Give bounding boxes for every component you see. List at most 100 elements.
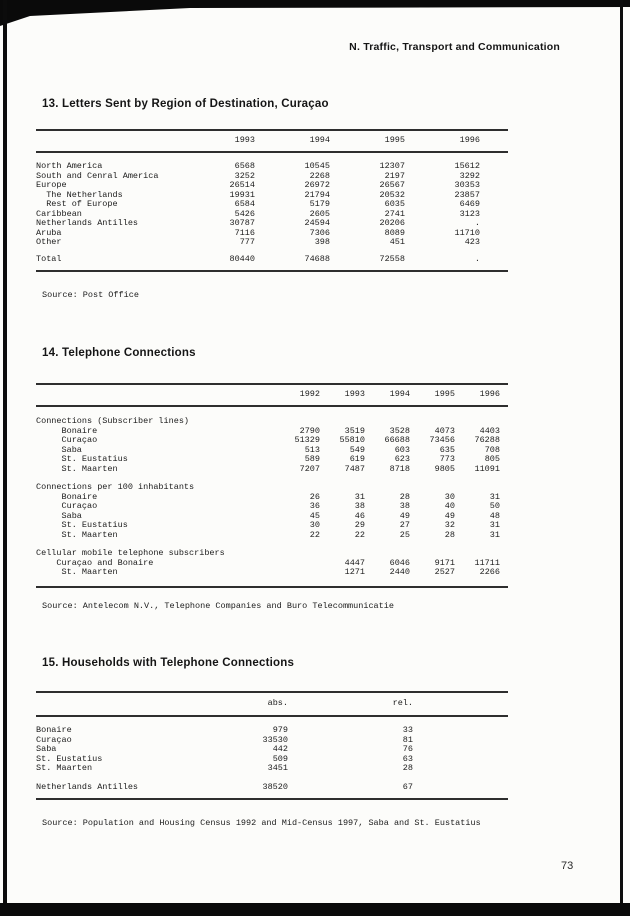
cell: 28 — [399, 491, 410, 502]
cell: 3519 — [344, 425, 365, 436]
cell: 38520 — [262, 781, 288, 792]
table-rule — [36, 715, 508, 717]
cell: 28 — [402, 763, 413, 773]
cell: 26972 — [304, 180, 330, 190]
column-header-rel: rel. — [392, 698, 413, 709]
cell: 7487 — [344, 463, 365, 474]
cell: 442 — [272, 744, 288, 754]
cell: 30353 — [454, 180, 480, 190]
row-label: Netherlands Antilles — [36, 219, 139, 228]
cell: 28 — [444, 529, 455, 540]
column-header-year: 1995 — [434, 389, 455, 400]
cell: 19931 — [229, 189, 255, 200]
table-rule — [36, 585, 508, 588]
table-row: Bonaire 979 33 — [36, 725, 508, 736]
table14-header-row: 1992 1993 1994 1995 1996 — [36, 385, 508, 405]
row-label: Curaçao — [36, 502, 98, 511]
table-rule — [36, 383, 508, 385]
row-label: St. Maarten — [36, 530, 118, 540]
cell: 31 — [489, 520, 500, 530]
column-header-year: 1994 — [389, 389, 410, 400]
cell: . — [474, 253, 480, 264]
table-rule — [36, 405, 508, 407]
column-header-year: 1996 — [479, 389, 500, 400]
column-header-year: 1994 — [309, 135, 330, 146]
cell: 603 — [394, 444, 410, 455]
cell: 11091 — [474, 463, 500, 474]
cell: 24594 — [304, 218, 330, 228]
cell: 27 — [399, 520, 410, 530]
cell: 513 — [304, 444, 320, 455]
cell: 5179 — [309, 199, 330, 209]
column-header-year: 1993 — [344, 389, 365, 400]
cell: 635 — [439, 444, 455, 455]
row-label: Saba — [36, 745, 57, 754]
cell: 1271 — [344, 567, 365, 577]
scan-edge-left — [3, 0, 7, 908]
table-row: Curaçao and Bonaire 4447 6046 9171 11711 — [36, 557, 508, 569]
table-row: Netherlands Antilles 30787 24594 20206 . — [36, 218, 508, 229]
table-row: St. Maarten 3451 28 — [36, 763, 508, 774]
cell: 81 — [402, 734, 413, 745]
table-row: St. Eustatius 509 63 — [36, 754, 508, 765]
cell: 29 — [354, 520, 365, 530]
table-row: Other 777 398 451 423 — [36, 237, 508, 248]
row-label: St. Maarten — [36, 464, 118, 474]
table13-letters-sent: 1993 1994 1995 1996 North America 6568 1… — [36, 129, 508, 272]
cell: 22 — [309, 529, 320, 540]
table14-title: 14. Telephone Connections — [42, 347, 196, 359]
cell: 6584 — [234, 199, 255, 209]
table-row: Rest of Europe 6584 5179 6035 6469 — [36, 199, 508, 210]
cell: 80440 — [229, 253, 255, 264]
row-label: Curaçao — [36, 735, 72, 745]
table14-body: Connections (Subscriber lines) Bonaire 2… — [36, 407, 508, 586]
table-rule — [36, 270, 508, 272]
cell: 33530 — [262, 734, 288, 745]
table-row: The Netherlands 19931 21794 20532 23857 — [36, 189, 508, 201]
cell: 26567 — [379, 180, 405, 190]
table-row: Saba 513 549 603 635 708 — [36, 444, 508, 456]
cell: 51329 — [294, 435, 320, 445]
cell: 7116 — [234, 227, 255, 238]
cell: 11710 — [454, 227, 480, 238]
row-label: Curaçao — [36, 436, 98, 445]
cell: 25 — [399, 529, 410, 540]
cell: 2605 — [309, 208, 330, 219]
cell: 8089 — [384, 227, 405, 238]
cell: 777 — [239, 237, 255, 247]
table-rule — [36, 129, 508, 131]
column-header-year: 1996 — [459, 135, 480, 146]
cell: 74688 — [304, 253, 330, 264]
table-row: St. Maarten 7207 7487 8718 9805 11091 — [36, 463, 508, 475]
row-label: St. Eustatius — [36, 455, 128, 464]
cell: 8718 — [389, 463, 410, 474]
cell: 67 — [402, 781, 413, 792]
cell: 2741 — [384, 208, 405, 219]
table13-body: North America 6568 10545 12307 15612 Sou… — [36, 153, 508, 270]
table-rule — [36, 151, 508, 153]
cell: 2268 — [309, 170, 330, 181]
group-header-label: Connections per 100 inhabitants — [36, 483, 195, 492]
table-row: St. Maarten 1271 2440 2527 2266 — [36, 567, 508, 578]
table-row: St. Maarten 22 22 25 28 31 — [36, 529, 508, 541]
table-row: Curaçao 36 38 38 40 50 — [36, 501, 508, 512]
cell: 32 — [444, 520, 455, 530]
cell: 26514 — [229, 180, 255, 190]
row-label: Aruba — [36, 228, 62, 238]
cell: 2527 — [434, 567, 455, 577]
cell: 40 — [444, 501, 455, 511]
cell: 6046 — [389, 557, 410, 568]
cell: 2266 — [479, 567, 500, 577]
cell: 22 — [354, 529, 365, 540]
row-label: Bonaire — [36, 426, 98, 436]
table14-group-subscriber-lines: Connections (Subscriber lines) Bonaire 2… — [36, 417, 508, 474]
row-label: Rest of Europe — [36, 200, 118, 209]
table-row: Bonaire 26 31 28 30 31 — [36, 491, 508, 503]
cell: 30 — [309, 520, 320, 530]
cell: 7306 — [309, 227, 330, 238]
cell: 619 — [349, 454, 365, 464]
table13-source: Source: Post Office — [42, 290, 139, 300]
table-row: St. Eustatius 30 29 27 32 31 — [36, 520, 508, 531]
cell: 3451 — [267, 763, 288, 773]
